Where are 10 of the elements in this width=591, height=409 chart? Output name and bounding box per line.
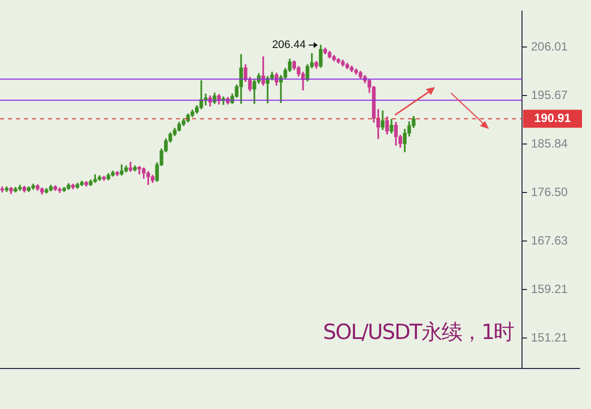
- y-tick-label: 195.67: [531, 88, 568, 102]
- y-tick-label: 151.21: [531, 330, 568, 345]
- ref-line-label: 190.91: [534, 111, 572, 126]
- text: SOL/USDT永续，1时: [323, 319, 514, 346]
- y-tick-label: 167.63: [531, 233, 568, 248]
- y-tick-label: 185.84: [531, 136, 568, 150]
- y-tick-label: 206.01: [531, 39, 568, 54]
- y-tick-label: 176.50: [531, 184, 568, 199]
- y-tick-label: 159.21: [531, 282, 568, 296]
- annotation: 206.44: [272, 39, 306, 52]
